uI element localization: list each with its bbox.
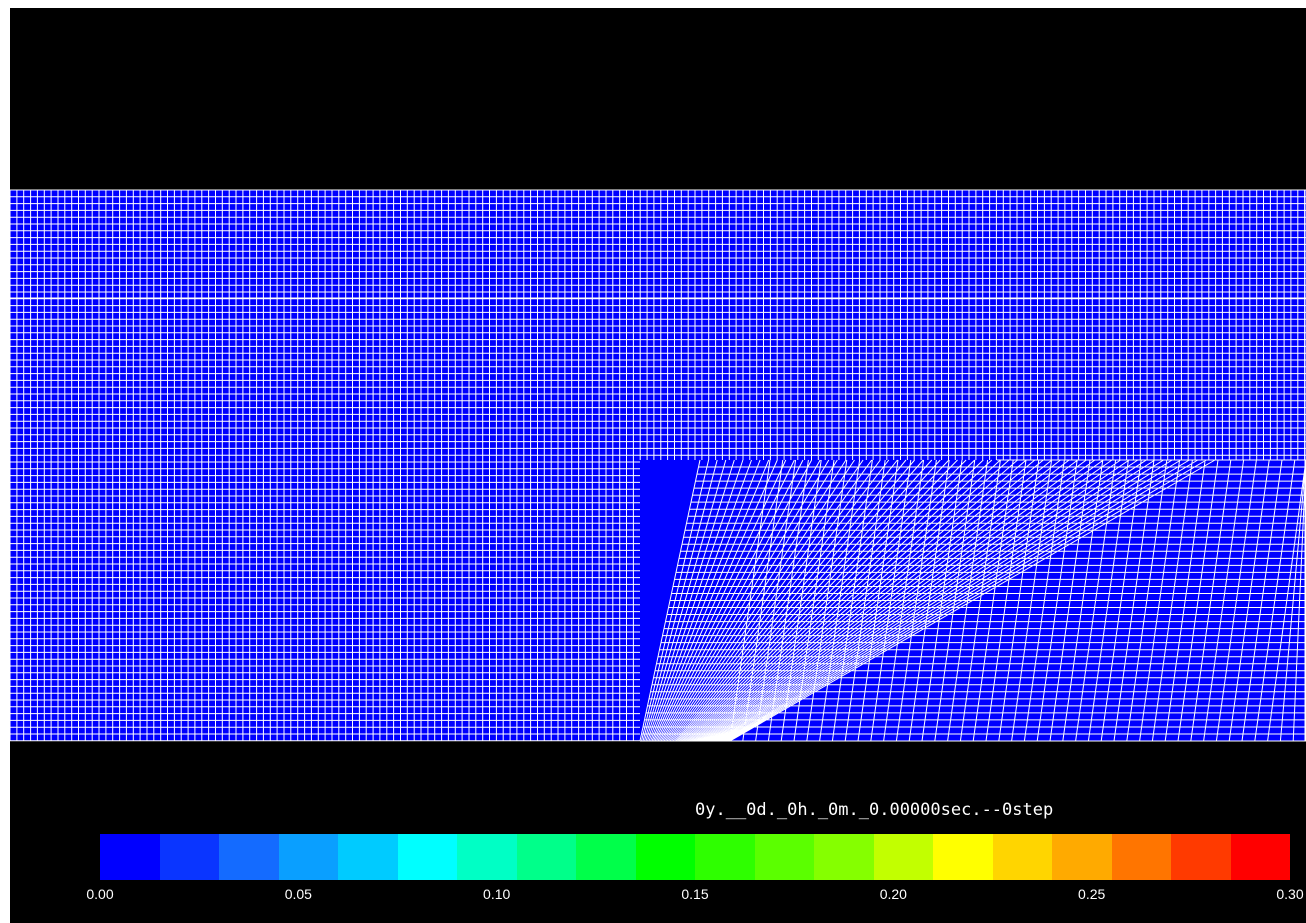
color-scale-segment [457, 834, 517, 880]
color-scale-tick-label: 0.05 [284, 886, 312, 902]
color-scale-segment [1111, 834, 1171, 880]
color-scale-segment [635, 834, 695, 880]
color-scale-tick-label: 0.00 [86, 886, 114, 902]
color-scale-tick-label: 0.10 [483, 886, 511, 902]
color-scale-segment [754, 834, 814, 880]
color-scale-segment [576, 834, 636, 880]
color-scale-segment [1052, 834, 1112, 880]
mesh-grid-lines [9, 189, 1306, 742]
color-scale-tick-label: 0.15 [681, 886, 709, 902]
color-scale-segment [1171, 834, 1231, 880]
color-scale-segment [159, 834, 219, 880]
color-scale-segment [814, 834, 874, 880]
color-scale-segment [933, 834, 993, 880]
color-scale-tick-label: 0.20 [879, 886, 907, 902]
color-scale-segment [100, 834, 160, 880]
color-scale-tick-label: 0.25 [1078, 886, 1106, 902]
color-scale-segment [219, 834, 279, 880]
color-scale-segment [338, 834, 398, 880]
color-scale-segment [397, 834, 457, 880]
mesh-domain [10, 190, 1306, 741]
color-scale-segment [516, 834, 576, 880]
color-scale-segment [992, 834, 1052, 880]
simulation-time-label: 0y.__0d._0h._0m._0.00000sec.--0step [695, 800, 1054, 820]
color-scale-segment [873, 834, 933, 880]
color-scale-segment [278, 834, 338, 880]
color-scale-bar [100, 834, 1290, 880]
color-scale-segment [1230, 834, 1290, 880]
color-scale-segment [695, 834, 755, 880]
color-scale-tick-label: 0.30 [1276, 886, 1304, 902]
